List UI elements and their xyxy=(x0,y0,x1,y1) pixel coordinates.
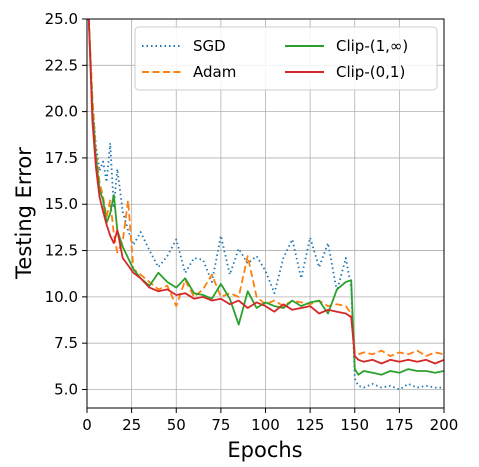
legend-label-clip-0-1: Clip-(0,1) xyxy=(336,63,405,81)
x-tick-label: 75 xyxy=(211,416,230,434)
y-tick-label: 15.0 xyxy=(45,195,78,213)
legend-box xyxy=(134,26,438,91)
series-line-adam xyxy=(87,19,444,358)
x-tick-label: 50 xyxy=(167,416,186,434)
y-tick-label: 12.5 xyxy=(45,242,78,260)
x-tick-label: 125 xyxy=(296,416,325,434)
x-tick-label: 150 xyxy=(340,416,369,434)
y-tick-label: 10.0 xyxy=(45,288,78,306)
x-tick-label: 175 xyxy=(385,416,414,434)
x-tick-label: 25 xyxy=(122,416,141,434)
y-tick-label: 17.5 xyxy=(45,149,78,167)
legend-label-sgd: SGD xyxy=(193,37,226,55)
x-tick-label: 0 xyxy=(82,416,92,434)
series-lines xyxy=(87,19,444,391)
legend-label-clip-1-inf: Clip-(1,∞) xyxy=(336,37,408,55)
legend: SGD Adam Clip-(1,∞) Clip-(0,1) xyxy=(134,26,438,91)
y-tick-label: 22.5 xyxy=(45,56,78,74)
series-line-clip-0-1 xyxy=(87,19,444,365)
x-tick-label: 100 xyxy=(251,416,280,434)
legend-label-adam: Adam xyxy=(193,63,236,81)
y-tick-label: 25.0 xyxy=(45,10,78,28)
x-axis-label: Epochs xyxy=(227,438,302,462)
series-line-sgd xyxy=(87,19,444,391)
y-tick-label: 5.0 xyxy=(54,380,78,398)
y-tick-label: 20.0 xyxy=(45,103,78,121)
y-axis-label: Testing Error xyxy=(12,147,36,280)
x-tick-label: 200 xyxy=(430,416,459,434)
y-tick-label: 7.5 xyxy=(54,334,78,352)
axis-ticks: 0 25 50 75 100 125 150 175 200 5.0 7.5 10.0 12.5 15.0… xyxy=(45,10,459,434)
